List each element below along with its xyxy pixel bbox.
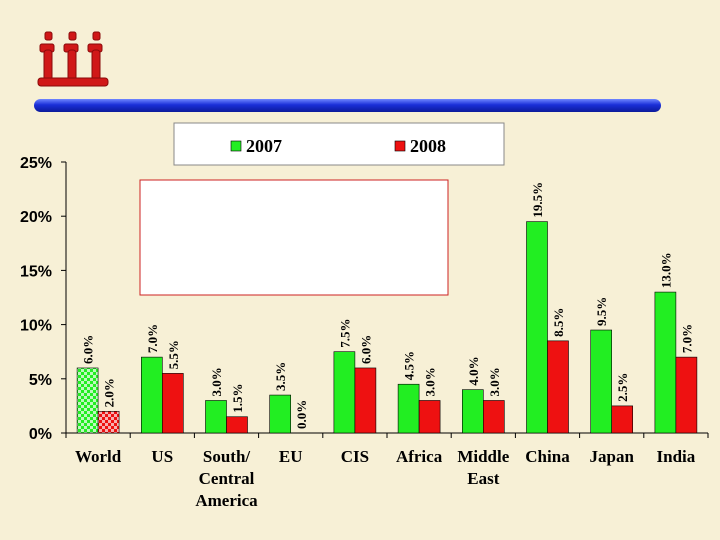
data-label-2007-4: 7.5%: [337, 318, 352, 347]
bar-2008-0: [97, 411, 120, 434]
bar-2007-3: [269, 394, 292, 434]
category-label-0: World: [75, 447, 122, 466]
data-label-2007-2: 3.0%: [209, 367, 224, 396]
data-labels: 6.0% 2.0% 7.0% 5.5% 3.0% 1.5% 3.5% 0.0% 7.5% 6.0%…: [81, 182, 695, 429]
bar-2007-4: [333, 351, 356, 434]
legend: 2007 2008: [173, 122, 505, 166]
data-label-2008-5: 3.0%: [423, 367, 438, 396]
bar-2008-8: [611, 405, 634, 434]
data-label-2007-7: 19.5%: [530, 182, 545, 218]
bar-2007-9: [654, 291, 677, 434]
legend-swatch-2007: [230, 140, 242, 152]
bar-2007-0: [76, 367, 99, 434]
y-tick-label: 20%: [20, 209, 52, 226]
bar-2007-6: [461, 389, 484, 434]
data-label-2008-1: 5.5%: [166, 340, 181, 369]
category-label-3: EU: [279, 447, 303, 466]
data-label-2008-4: 6.0%: [358, 335, 373, 364]
category-labels: World US South/Central America EU CIS Africa Mi…: [75, 447, 696, 510]
category-label-7: China: [525, 447, 570, 466]
category-label-5: Africa: [396, 447, 443, 466]
data-label-2007-1: 7.0%: [145, 324, 160, 353]
bar-2008-6: [482, 400, 505, 434]
category-label-2: South/Central America: [195, 447, 258, 510]
bar-2007-7: [526, 221, 548, 434]
category-label-1: US: [151, 447, 173, 466]
data-label-2008-8: 2.5%: [615, 373, 630, 402]
data-label-2007-0: 6.0%: [81, 335, 96, 364]
company-logo: [37, 31, 109, 87]
bars: [76, 221, 698, 434]
y-tick-label: 0%: [29, 426, 52, 443]
legend-box: [173, 122, 505, 166]
divider-bar: [34, 99, 661, 112]
legend-label-2007: 2007: [246, 136, 282, 156]
y-tick-label: 25%: [20, 155, 52, 172]
bar-2008-9: [675, 356, 698, 434]
legend-label-2008: 2008: [410, 136, 446, 156]
data-label-2007-6: 4.0%: [466, 356, 481, 385]
data-label-2008-9: 7.0%: [679, 324, 694, 353]
bar-2008-5: [418, 400, 441, 434]
data-label-2007-5: 4.5%: [402, 351, 417, 380]
data-label-2008-2: 1.5%: [230, 383, 245, 412]
y-tick-label: 15%: [20, 263, 52, 280]
category-label-9: India: [657, 447, 696, 466]
bar-2008-2: [226, 416, 248, 434]
bar-2007-5: [397, 383, 420, 434]
category-label-6: Middle East: [457, 447, 509, 488]
bar-2008-7: [547, 340, 569, 434]
category-label-8: Japan: [589, 447, 634, 466]
data-label-2008-6: 3.0%: [487, 367, 502, 396]
data-label-2007-9: 13.0%: [658, 252, 673, 288]
annotation-box: [139, 179, 449, 296]
data-label-2008-3: 0.0%: [294, 400, 309, 429]
data-label-2007-8: 9.5%: [594, 297, 609, 326]
bar-2007-8: [590, 329, 613, 434]
bar-2007-2: [205, 400, 227, 434]
bar-2007-1: [141, 356, 163, 434]
data-label-2008-0: 2.0%: [102, 378, 117, 407]
y-tick-label: 5%: [29, 372, 52, 389]
legend-swatch-2008: [394, 140, 406, 152]
category-label-4: CIS: [341, 447, 369, 466]
data-label-2007-3: 3.5%: [273, 362, 288, 391]
bar-2008-1: [162, 373, 184, 434]
bar-2008-4: [354, 367, 377, 434]
data-label-2008-7: 8.5%: [551, 308, 566, 337]
y-tick-label: 10%: [20, 318, 52, 335]
